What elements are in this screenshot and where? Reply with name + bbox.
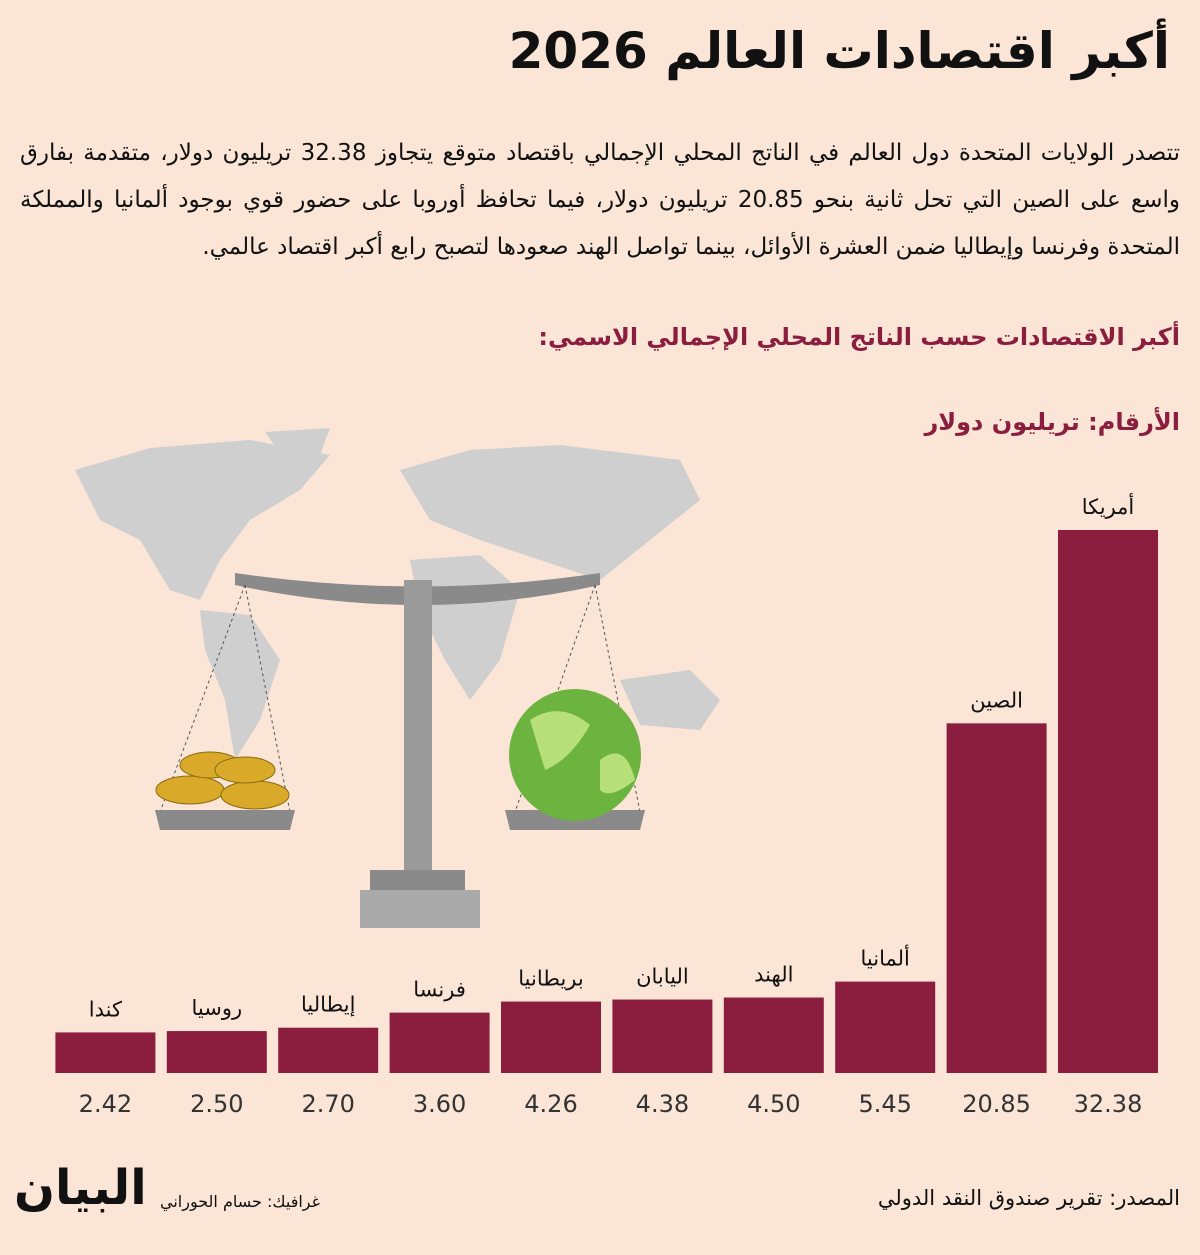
- intro-paragraph: تتصدر الولايات المتحدة دول العالم في الن…: [20, 140, 1180, 260]
- category-label: إيطاليا: [301, 993, 355, 1018]
- category-label: اليابان: [636, 965, 689, 989]
- map-australia: [620, 670, 720, 730]
- category-label: الصين: [970, 688, 1023, 712]
- bar: [612, 999, 713, 1073]
- map-north-america: [75, 440, 330, 600]
- category-label: أمريكا: [1082, 493, 1135, 519]
- bar: [1058, 529, 1158, 1073]
- scale-base: [370, 870, 465, 890]
- page-title: أكبر اقتصادات العالم 2026: [508, 22, 1170, 80]
- category-label: الهند: [754, 963, 793, 987]
- map-eurasia: [400, 445, 700, 580]
- value-label: 2.42: [79, 1090, 132, 1118]
- value-label: 32.38: [1074, 1090, 1143, 1118]
- pan-left: [155, 810, 295, 830]
- credit: غرافيك: حسام الحوراني: [160, 1192, 320, 1211]
- bar: [723, 997, 824, 1073]
- globe-land: [530, 711, 635, 794]
- category-label: كندا: [89, 997, 122, 1021]
- scale-chains: [159, 584, 641, 813]
- bar: [55, 1032, 156, 1073]
- bar: [389, 1012, 490, 1073]
- category-label: بريطانيا: [518, 967, 583, 991]
- value-label: 4.38: [636, 1090, 689, 1118]
- value-label: 3.60: [413, 1090, 466, 1118]
- bar: [166, 1031, 267, 1073]
- value-label: 2.70: [301, 1090, 354, 1118]
- scale-foot: [360, 890, 480, 928]
- value-label: 20.85: [962, 1090, 1031, 1118]
- chart-title: أكبر الاقتصادات حسب الناتج المحلي الإجما…: [538, 323, 1180, 351]
- chart-subtitle: الأرقام: تريليون دولار: [924, 408, 1180, 436]
- bar: [501, 1001, 601, 1073]
- value-label: 2.50: [190, 1090, 243, 1118]
- source: المصدر: تقرير صندوق النقد الدولي: [877, 1186, 1180, 1210]
- value-label: 5.45: [858, 1090, 911, 1118]
- coins: [155, 751, 290, 810]
- logo: البيان: [14, 1160, 147, 1216]
- category-label: ألمانيا: [861, 945, 910, 971]
- scale: [155, 573, 645, 928]
- bar: [278, 1027, 379, 1073]
- value-label: 4.26: [524, 1090, 577, 1118]
- map-south-america: [200, 610, 280, 760]
- scale-post: [404, 580, 432, 870]
- bar: [835, 981, 936, 1073]
- map-greenland: [265, 428, 330, 460]
- bar: [946, 723, 1047, 1073]
- category-label: فرنسا: [413, 978, 466, 1002]
- value-label: 4.50: [747, 1090, 800, 1118]
- category-label: روسيا: [191, 996, 242, 1020]
